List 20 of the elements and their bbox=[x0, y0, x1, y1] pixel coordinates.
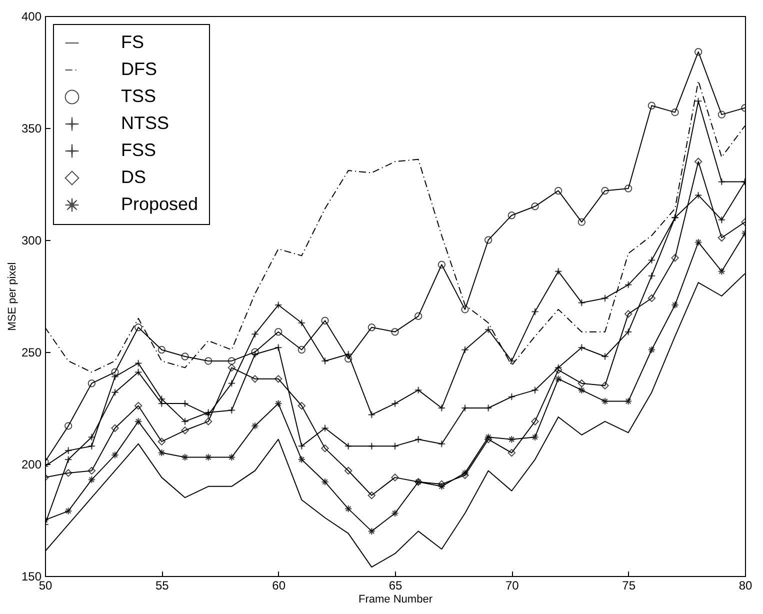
legend-label: FSS bbox=[121, 140, 156, 160]
y-tick-label: 350 bbox=[21, 122, 42, 136]
legend-label: DFS bbox=[121, 59, 157, 79]
legend-label: FS bbox=[121, 32, 144, 52]
legend-label: DS bbox=[121, 167, 146, 187]
x-axis-title: Frame Number bbox=[358, 594, 433, 606]
y-tick-label: 400 bbox=[21, 10, 42, 24]
x-tick-label: 60 bbox=[272, 578, 286, 592]
x-tick-label: 65 bbox=[388, 578, 402, 592]
legend-label: NTSS bbox=[121, 113, 170, 133]
y-tick-label: 300 bbox=[21, 234, 42, 248]
legend-label: TSS bbox=[121, 86, 156, 106]
x-tick-label: 70 bbox=[505, 578, 520, 592]
y-tick-label: 250 bbox=[21, 346, 42, 360]
x-tick-label: 80 bbox=[738, 578, 752, 592]
y-tick-label: 200 bbox=[21, 458, 42, 472]
x-tick-label: 55 bbox=[155, 578, 170, 592]
x-tick-label: 75 bbox=[622, 578, 636, 592]
y-axis-title: MSE per pixel bbox=[6, 262, 18, 331]
legend-label: Proposed bbox=[121, 194, 198, 214]
